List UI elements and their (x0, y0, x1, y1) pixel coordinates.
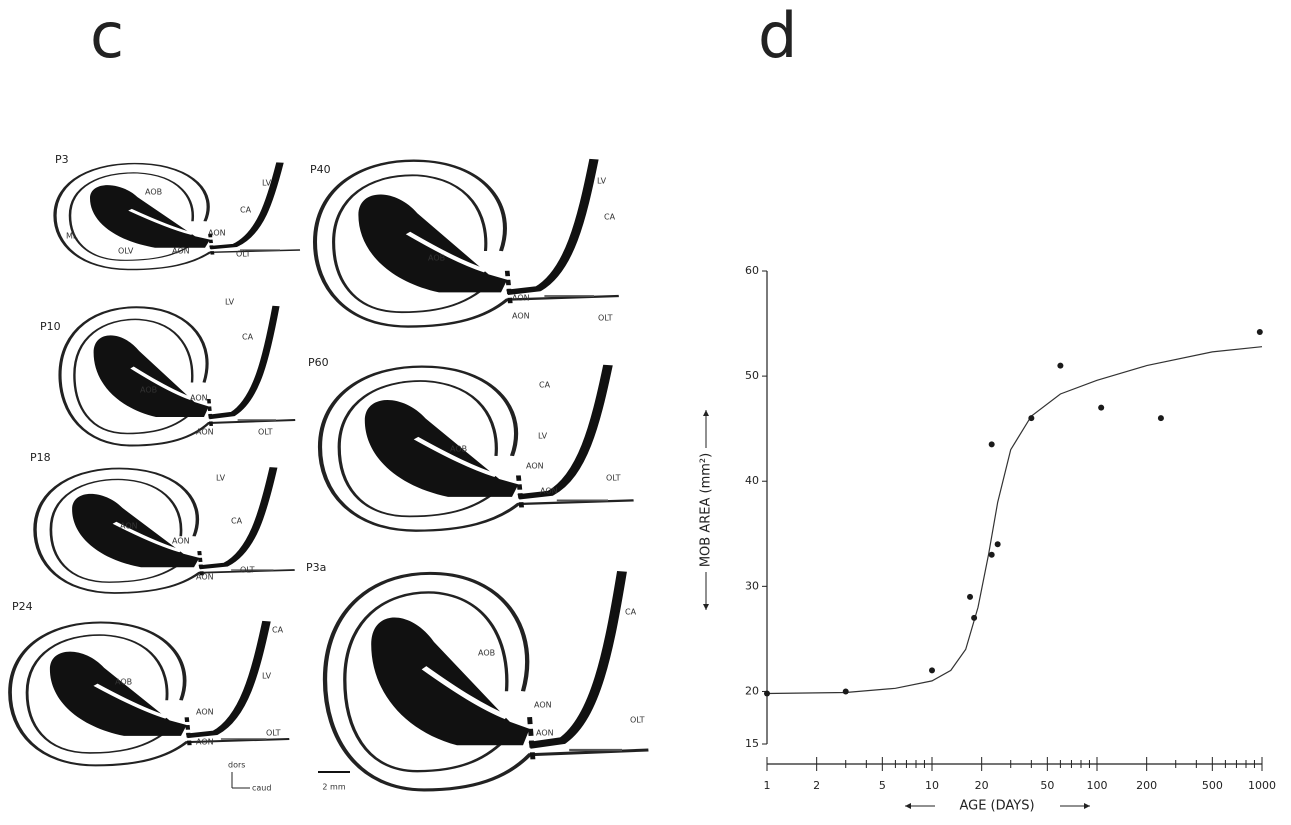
x-tick-label: 100 (1087, 779, 1108, 792)
data-point (1057, 362, 1064, 369)
section-name: P40 (310, 163, 331, 176)
region-label: AOB (478, 649, 495, 658)
region-label: CA (539, 381, 551, 390)
region-label: LV (538, 432, 548, 441)
data-point (971, 614, 978, 621)
scale-bar-label: 2 mm (322, 783, 345, 792)
section-drawing (320, 365, 634, 531)
x-arrows (905, 803, 1090, 809)
section-name: P60 (308, 356, 329, 369)
y-tick-label: 60 (745, 264, 759, 277)
region-label: CA (240, 206, 252, 215)
section-drawing (315, 159, 619, 326)
x-tick-label: 1 (764, 779, 771, 792)
region-label: AON (172, 247, 190, 256)
region-label: AON (196, 738, 214, 747)
x-tick-label: 50 (1040, 779, 1054, 792)
sections (10, 159, 648, 790)
section-drawing (325, 571, 648, 790)
x-tick-label: 200 (1136, 779, 1157, 792)
section-drawing (60, 306, 295, 446)
section-name: P18 (30, 451, 51, 464)
region-label: AON (512, 312, 530, 321)
region-label: AOB (140, 386, 157, 395)
region-label: LV (262, 672, 272, 681)
fit-curve (766, 346, 1263, 695)
data-point (842, 688, 849, 695)
data-point (967, 593, 974, 600)
section-name: P3a (306, 561, 326, 574)
y-tick-label: 50 (745, 369, 759, 382)
panel-label: c (90, 0, 124, 72)
region-label: AON (196, 708, 214, 717)
section-name: P10 (40, 320, 61, 333)
region-label: OLT (630, 716, 645, 725)
region-label: OLT (236, 250, 251, 259)
y-tick-label: 30 (745, 579, 759, 592)
data-point (988, 551, 995, 558)
data-point (1256, 328, 1263, 335)
x-tick-label: 10 (925, 779, 939, 792)
region-label: CA (272, 626, 284, 635)
region-label: LV (225, 298, 235, 307)
region-label: LV (216, 474, 226, 483)
section-name: P24 (12, 600, 33, 613)
x-tick-label: 1000 (1248, 779, 1276, 792)
section-name: P3 (55, 153, 69, 166)
data-point (994, 541, 1001, 548)
region-label: AOB (145, 188, 162, 197)
section-drawing (35, 467, 295, 593)
region-label: AON (196, 573, 214, 582)
region-label: AON (536, 729, 554, 738)
region-label: LV (597, 177, 607, 186)
region-label: AON (208, 229, 226, 238)
region-label: AON (196, 428, 214, 437)
data-point (988, 441, 995, 448)
region-label: CA (231, 517, 243, 526)
region-label: AOB (115, 678, 132, 687)
region-label: OLV (118, 247, 134, 256)
data-point (929, 667, 935, 674)
y-label-group: MOB AREA (mm²) (699, 410, 714, 610)
y-axis-label: MOB AREA (mm²) (699, 453, 714, 567)
region-label: CA (242, 333, 254, 342)
region-label: AON (526, 462, 544, 471)
region-label: AON (190, 394, 208, 403)
section-drawing (10, 621, 289, 765)
x-tick-label: 2 (813, 779, 820, 792)
y-tick-label: 40 (745, 474, 759, 487)
x-tick-label: 500 (1202, 779, 1223, 792)
data-point (1098, 404, 1105, 411)
region-label: AON (512, 294, 530, 303)
x-axis-label: AGE (DAYS) (959, 799, 1034, 814)
data-point (1157, 415, 1164, 422)
x-tick-label: 20 (975, 779, 989, 792)
region-label: AON (534, 701, 552, 710)
region-label: CA (604, 213, 616, 222)
region-label: OLT (266, 729, 281, 738)
panel-label: d (758, 0, 797, 72)
region-label: CA (625, 608, 637, 617)
data-point (764, 690, 770, 697)
data-point (1028, 415, 1035, 422)
region-label: AON (120, 522, 138, 531)
region-label: AON (540, 487, 558, 496)
region-label: OLT (598, 314, 613, 323)
y-tick-label: 20 (745, 684, 759, 697)
region-label: LV (262, 179, 272, 188)
region-label: AOB (450, 445, 467, 454)
dorsal-label: dors (228, 761, 245, 770)
region-label: AOB (428, 254, 445, 263)
y-tick-label: 15 (745, 737, 759, 750)
region-label: ML (66, 232, 78, 241)
region-label: OLT (240, 566, 255, 575)
region-label: OLT (258, 428, 273, 437)
x-tick-label: 5 (879, 779, 886, 792)
caudal-label: caud (252, 784, 271, 793)
region-label: OLT (606, 474, 621, 483)
orientation: dors caud 2 mm (228, 761, 350, 793)
region-label: AON (172, 537, 190, 546)
